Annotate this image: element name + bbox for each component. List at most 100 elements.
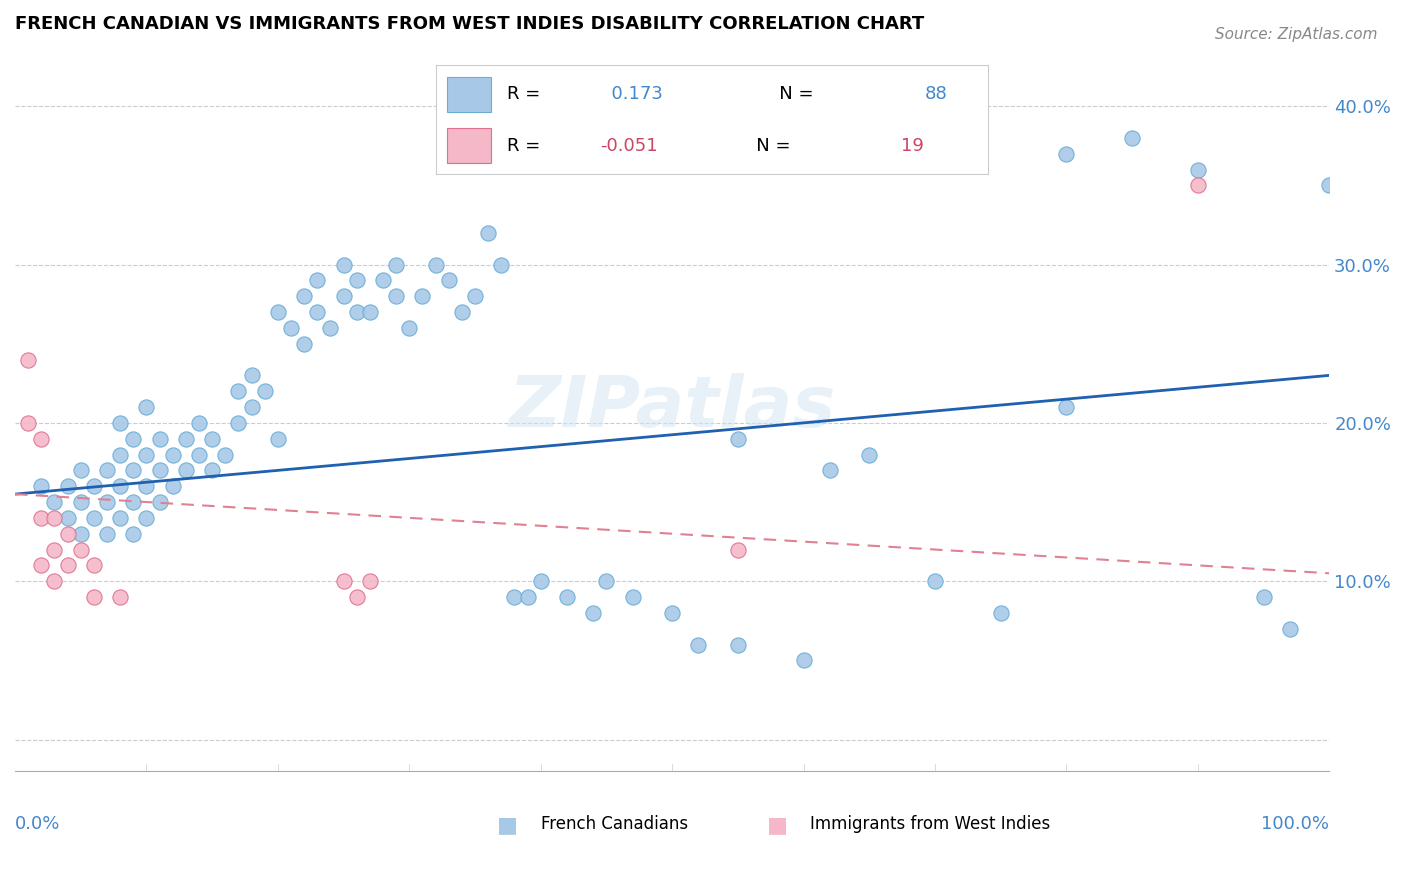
- Point: [108, 479, 131, 493]
- Point: [1253, 590, 1275, 604]
- Point: [69, 463, 91, 477]
- Text: Immigrants from West Indies: Immigrants from West Indies: [810, 815, 1050, 833]
- Point: [621, 590, 644, 604]
- Point: [332, 574, 354, 589]
- Point: [240, 400, 263, 414]
- Point: [253, 384, 276, 399]
- Text: ZIPatlas: ZIPatlas: [509, 373, 835, 442]
- Point: [96, 463, 118, 477]
- Point: [477, 226, 499, 240]
- Point: [990, 606, 1012, 620]
- Point: [267, 432, 290, 446]
- Text: French Canadians: French Canadians: [541, 815, 688, 833]
- Point: [83, 590, 105, 604]
- Point: [30, 558, 52, 573]
- Point: [135, 479, 157, 493]
- Point: [228, 416, 250, 430]
- Point: [1317, 178, 1340, 193]
- Point: [661, 606, 683, 620]
- Point: [30, 511, 52, 525]
- Point: [464, 289, 486, 303]
- Point: [385, 289, 408, 303]
- Point: [307, 305, 329, 319]
- Text: 100.0%: 100.0%: [1261, 815, 1329, 833]
- Point: [727, 432, 749, 446]
- Point: [516, 590, 538, 604]
- Point: [56, 558, 79, 573]
- Point: [83, 479, 105, 493]
- Point: [727, 638, 749, 652]
- Point: [122, 463, 145, 477]
- Point: [491, 258, 513, 272]
- Point: [17, 352, 39, 367]
- Point: [122, 432, 145, 446]
- Point: [135, 448, 157, 462]
- Point: [122, 526, 145, 541]
- Point: [346, 305, 368, 319]
- Point: [858, 448, 880, 462]
- Point: [267, 305, 290, 319]
- Point: [83, 558, 105, 573]
- Point: [30, 432, 52, 446]
- Point: [450, 305, 472, 319]
- Point: [359, 305, 381, 319]
- Point: [174, 463, 197, 477]
- Point: [346, 590, 368, 604]
- Point: [555, 590, 578, 604]
- Point: [174, 432, 197, 446]
- Point: [530, 574, 553, 589]
- Point: [727, 542, 749, 557]
- Text: ■: ■: [498, 815, 519, 835]
- Point: [371, 273, 394, 287]
- Point: [240, 368, 263, 383]
- Point: [280, 321, 302, 335]
- Point: [332, 289, 354, 303]
- Point: [108, 511, 131, 525]
- Point: [292, 336, 315, 351]
- Point: [201, 463, 224, 477]
- Point: [108, 416, 131, 430]
- Point: [818, 463, 841, 477]
- Text: Source: ZipAtlas.com: Source: ZipAtlas.com: [1215, 27, 1378, 42]
- Point: [398, 321, 420, 335]
- Point: [188, 416, 211, 430]
- Point: [1187, 162, 1209, 177]
- Point: [425, 258, 447, 272]
- Point: [1278, 622, 1301, 636]
- Point: [69, 542, 91, 557]
- Point: [135, 511, 157, 525]
- Point: [595, 574, 617, 589]
- Point: [582, 606, 605, 620]
- Point: [44, 574, 66, 589]
- Point: [924, 574, 946, 589]
- Point: [188, 448, 211, 462]
- Point: [1054, 400, 1077, 414]
- Point: [56, 479, 79, 493]
- Point: [30, 479, 52, 493]
- Point: [228, 384, 250, 399]
- Point: [122, 495, 145, 509]
- Text: FRENCH CANADIAN VS IMMIGRANTS FROM WEST INDIES DISABILITY CORRELATION CHART: FRENCH CANADIAN VS IMMIGRANTS FROM WEST …: [15, 15, 924, 33]
- Point: [83, 511, 105, 525]
- Point: [307, 273, 329, 287]
- Point: [332, 258, 354, 272]
- Point: [793, 653, 815, 667]
- Point: [214, 448, 236, 462]
- Point: [201, 432, 224, 446]
- Point: [411, 289, 433, 303]
- Point: [346, 273, 368, 287]
- Point: [292, 289, 315, 303]
- Point: [56, 511, 79, 525]
- Point: [162, 479, 184, 493]
- Point: [69, 495, 91, 509]
- Text: 0.0%: 0.0%: [15, 815, 60, 833]
- Point: [319, 321, 342, 335]
- Point: [148, 495, 170, 509]
- Point: [162, 448, 184, 462]
- Point: [17, 416, 39, 430]
- Point: [1121, 131, 1143, 145]
- Point: [108, 448, 131, 462]
- Point: [148, 463, 170, 477]
- Point: [359, 574, 381, 589]
- Point: [44, 511, 66, 525]
